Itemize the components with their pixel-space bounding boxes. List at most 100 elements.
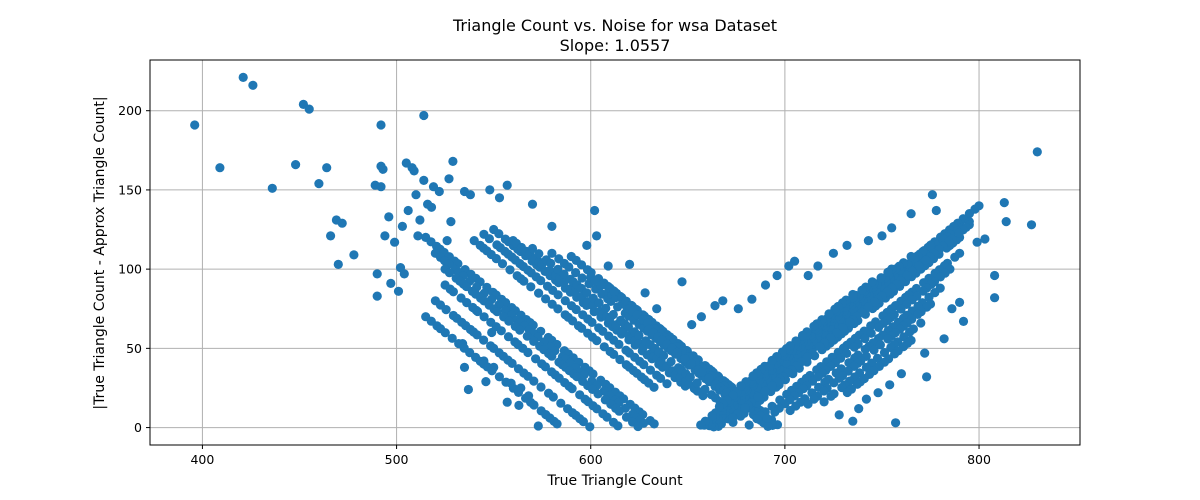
y-tick-label: 0	[134, 420, 142, 435]
data-point	[547, 248, 557, 258]
data-point	[459, 362, 470, 372]
data-point	[848, 416, 858, 426]
data-point	[487, 366, 497, 376]
data-point	[760, 386, 770, 396]
data-point	[860, 344, 870, 354]
data-point	[854, 404, 864, 414]
data-point	[507, 358, 517, 368]
data-point	[553, 290, 563, 300]
data-point	[980, 234, 990, 244]
data-point	[677, 277, 687, 287]
data-point	[547, 351, 557, 361]
data-point	[609, 349, 619, 359]
data-point	[434, 186, 444, 197]
data-point	[920, 348, 930, 358]
data-point	[873, 388, 883, 398]
data-point	[666, 357, 676, 367]
data-point	[947, 304, 957, 314]
data-point	[519, 276, 529, 286]
data-point	[990, 270, 1000, 281]
x-tick-label: 800	[967, 452, 991, 467]
y-tick-label: 100	[118, 262, 142, 277]
chart-title: Triangle Count vs. Noise for wsa Dataset	[452, 16, 777, 35]
data-point	[762, 413, 772, 423]
data-point	[918, 286, 928, 296]
data-point	[601, 303, 611, 313]
data-point	[680, 354, 690, 364]
data-point	[736, 381, 746, 391]
data-point	[491, 254, 501, 264]
data-point	[813, 261, 823, 271]
data-point	[613, 421, 623, 431]
data-point	[190, 120, 200, 130]
data-point	[857, 285, 867, 295]
data-point	[291, 160, 301, 170]
data-point	[590, 275, 600, 286]
data-point	[547, 221, 557, 231]
data-point	[770, 407, 780, 417]
data-point	[492, 307, 502, 317]
data-point	[700, 384, 710, 394]
data-point	[559, 269, 569, 279]
data-point	[372, 291, 382, 301]
data-point	[556, 398, 566, 408]
data-point	[883, 334, 893, 344]
chart-subtitle: Slope: 1.0557	[560, 36, 671, 55]
data-point	[411, 190, 421, 200]
x-tick-label: 500	[385, 452, 409, 467]
data-point	[376, 182, 386, 192]
data-point	[760, 280, 771, 290]
data-point	[649, 382, 659, 392]
data-point	[390, 237, 400, 247]
data-point	[785, 405, 795, 416]
data-point	[582, 240, 592, 250]
data-point	[829, 378, 839, 388]
data-point	[314, 179, 324, 189]
data-point	[826, 333, 836, 343]
data-point	[501, 377, 511, 387]
data-point	[372, 269, 382, 279]
data-point	[921, 255, 931, 265]
data-point	[692, 378, 702, 388]
data-point	[656, 373, 666, 383]
data-point	[594, 298, 604, 308]
data-point	[534, 249, 544, 259]
data-point	[639, 360, 649, 370]
data-point	[887, 223, 897, 233]
data-point	[1032, 147, 1042, 157]
data-point	[608, 309, 618, 320]
data-point	[553, 264, 563, 274]
data-point	[767, 381, 777, 391]
data-point	[497, 259, 508, 269]
data-point	[304, 104, 314, 114]
data-point	[503, 332, 514, 342]
data-point	[536, 382, 546, 392]
data-point	[614, 339, 624, 349]
data-point	[625, 259, 635, 269]
data-point	[447, 333, 457, 343]
data-point	[553, 304, 563, 314]
data-point	[534, 288, 544, 298]
data-point	[866, 321, 876, 331]
data-point	[659, 350, 669, 361]
data-point	[602, 412, 612, 422]
data-point	[747, 294, 757, 304]
data-point	[527, 199, 538, 209]
data-point	[496, 326, 506, 336]
y-tick-label: 150	[118, 182, 142, 197]
data-point	[955, 297, 965, 307]
data-point	[696, 312, 707, 322]
plot-frame	[149, 59, 1081, 446]
data-point	[718, 296, 728, 306]
data-point	[906, 251, 916, 262]
data-point	[560, 296, 570, 306]
data-point	[999, 198, 1009, 208]
data-point	[958, 316, 969, 326]
x-tick-label: 400	[190, 452, 214, 467]
data-point	[704, 373, 714, 383]
data-point	[925, 240, 936, 250]
data-point	[238, 72, 248, 82]
data-point	[1001, 217, 1011, 227]
data-point	[954, 228, 964, 238]
data-point	[502, 180, 512, 190]
